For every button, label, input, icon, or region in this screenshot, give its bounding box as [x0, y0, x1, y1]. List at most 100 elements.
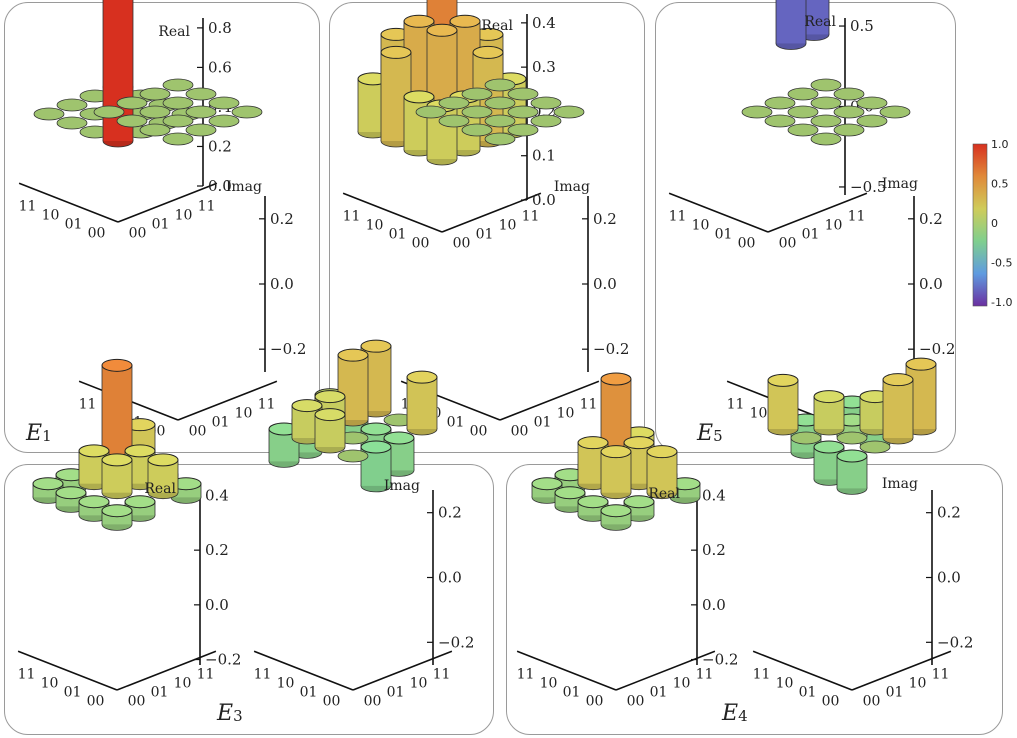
basis-label-left: 11 — [79, 397, 97, 413]
bar-01-00 — [577, 495, 609, 522]
bar-11-01 — [764, 96, 796, 110]
tick-label: −0.2 — [937, 633, 973, 651]
basis-label-right: 11 — [258, 397, 276, 413]
floor-axis-right — [499, 380, 600, 421]
tick-label: 0.0 — [205, 596, 229, 614]
bar-00-11 — [669, 477, 701, 504]
bar-01-01 — [836, 431, 868, 445]
basis-label-left: 10 — [692, 218, 710, 234]
basis-label-left: 01 — [799, 685, 817, 701]
basis-label-right: 11 — [433, 667, 451, 683]
axis-name-imag: Imag — [882, 176, 918, 192]
axis-name-real: Real — [481, 18, 513, 34]
tick-label: 0.0 — [270, 275, 294, 293]
tick-label: 0.5 — [850, 17, 874, 35]
basis-label-right: 10 — [175, 208, 193, 224]
colorbar-tick-label: 1.0 — [991, 138, 1009, 151]
tick-label: 0.0 — [919, 275, 943, 293]
basis-label-right: 11 — [522, 209, 540, 225]
basis-label-right: 00 — [779, 236, 797, 252]
bar-00-11 — [170, 477, 202, 504]
bar-01-10 — [833, 105, 865, 119]
basis-label-right: 00 — [511, 424, 529, 440]
bar-00-11 — [231, 105, 263, 119]
tick-label: 0.2 — [208, 137, 232, 155]
floor-axis-left — [516, 650, 617, 691]
bar-01-01 — [101, 453, 133, 500]
tick-label: 0.0 — [532, 191, 556, 209]
basis-label-left: 00 — [323, 694, 341, 710]
basis-label-right: 11 — [696, 667, 714, 683]
colorbar: 1.0 0.5 0 -0.5 -1.0 — [972, 138, 1012, 309]
bar-11-10 — [461, 87, 493, 101]
basis-label-right: 01 — [476, 227, 494, 243]
bar-00-01 — [124, 495, 156, 522]
bar-00-00 — [600, 504, 632, 531]
basis-label-right: 00 — [128, 694, 146, 710]
floor-axis-left — [17, 650, 118, 691]
bar-10-00 — [764, 114, 796, 128]
bar-00-10 — [530, 114, 562, 128]
bar-00-11 — [553, 105, 585, 119]
basis-label-right: 10 — [235, 406, 253, 422]
basis-label-left: 11 — [19, 199, 37, 215]
bar-10-10 — [162, 96, 194, 110]
basis-label-left: 10 — [750, 406, 768, 422]
panel-label: E5 — [696, 421, 723, 446]
bar-10-00 — [438, 114, 470, 128]
bar-00-10 — [646, 445, 678, 500]
bar-11-00 — [32, 477, 64, 504]
bar-01-01 — [162, 114, 194, 128]
bar-00-01 — [859, 440, 891, 454]
basis-label-right: 01 — [151, 685, 169, 701]
basis-label-right: 01 — [534, 415, 552, 431]
floor-axis-right — [851, 650, 952, 691]
bar-01-01 — [600, 445, 632, 500]
tick-label: −0.2 — [205, 651, 241, 669]
floor-axis-left — [752, 650, 853, 691]
basis-label-left: 01 — [389, 227, 407, 243]
bar-10-00 — [790, 431, 822, 445]
basis-label-left: 00 — [822, 694, 840, 710]
axis-name-imag: Imag — [384, 478, 420, 494]
bar-10-01 — [139, 105, 171, 119]
bar-10-10 — [810, 96, 842, 110]
basis-label-left: 11 — [669, 209, 687, 225]
tick-label: −0.2 — [438, 633, 474, 651]
basis-label-right: 00 — [863, 694, 881, 710]
bar-10-01 — [813, 390, 845, 436]
basis-label-left: 10 — [366, 218, 384, 234]
bar-11-01 — [56, 98, 88, 112]
tick-label: 0.2 — [702, 541, 726, 559]
basis-label-right: 10 — [557, 406, 575, 422]
floor-axis-left — [342, 192, 443, 233]
bar-10-01 — [461, 105, 493, 119]
basis-label-left: 01 — [715, 227, 733, 243]
floor-axis-right — [767, 192, 868, 233]
bar-01-11 — [856, 96, 888, 110]
bar-00-10 — [147, 453, 179, 500]
basis-label-right: 00 — [189, 424, 207, 440]
bar-00-11 — [406, 370, 438, 436]
bar-11-10 — [139, 87, 171, 101]
bar-01-11 — [208, 96, 240, 110]
floor-axis-left — [253, 650, 354, 691]
bar-01-01 — [484, 114, 516, 128]
tick-label: −0.2 — [702, 651, 738, 669]
bar-00-01 — [360, 440, 392, 493]
plot-5-imag: 00 00 01 01 10 10 11 11 −0.2 0.0 0.2 — [752, 357, 973, 710]
bar-10-10 — [484, 96, 516, 110]
basis-label-right: 00 — [453, 236, 471, 252]
tick-label: 0.0 — [702, 596, 726, 614]
bar-01-00 — [139, 123, 171, 137]
bar-11-00 — [268, 422, 300, 468]
bar-11-11 — [484, 78, 516, 92]
bar-01-00 — [314, 408, 346, 454]
bar-11-00 — [93, 105, 125, 119]
basis-label-left: 01 — [300, 685, 318, 701]
bar-11-00 — [33, 107, 65, 121]
colorbar-tick-label: -0.5 — [991, 257, 1012, 270]
basis-label-left: 00 — [586, 694, 604, 710]
